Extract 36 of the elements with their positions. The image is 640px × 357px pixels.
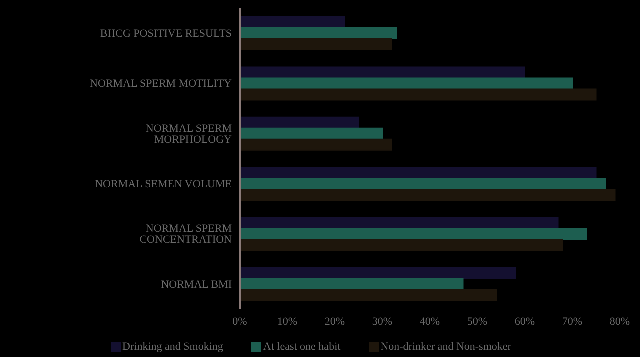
x-tick-label: 0% [232,316,248,328]
x-tick-label: 60% [514,316,536,328]
bar [240,217,559,230]
bar [240,16,345,29]
legend-label: At least one habit [262,341,341,353]
bar [240,128,383,140]
x-tick-label: 20% [324,316,346,328]
x-tick-label: 70% [562,316,583,328]
x-tick-label: 80% [610,316,630,328]
bar [240,78,573,90]
bar [240,178,606,190]
y-tick-label: NORMAL BMI [161,278,232,291]
bar [240,116,360,129]
bar [240,239,564,252]
x-tick-label: 50% [467,316,488,328]
y-tick-label: NORMAL SPERM CONCENTRATION [140,223,232,246]
x-tick-label: 10% [277,316,298,328]
bar [240,66,526,79]
x-tick-label: 40% [420,316,440,328]
bar [240,228,588,240]
bar [240,28,398,40]
y-tick-label: NORMAL SPERM MORPHOLOGY [146,122,232,146]
bar [240,189,616,202]
legend-label: Drinking and Smoking [122,341,224,353]
bar [240,267,516,280]
bar [240,167,597,180]
bar [240,138,392,151]
y-tick-label: NORMAL SEMEN VOLUME [95,178,232,190]
bar [240,38,392,51]
bar [240,88,597,101]
bar [240,278,464,290]
y-tick-label: NORMAL SPERM MOTILITY [90,78,232,90]
y-tick-label: BHCG POSITIVE RESULTS [100,28,232,40]
bar [240,289,497,302]
x-tick-label: 30% [372,316,393,328]
legend-label: Non-drinker and Non-smoker [380,341,512,353]
